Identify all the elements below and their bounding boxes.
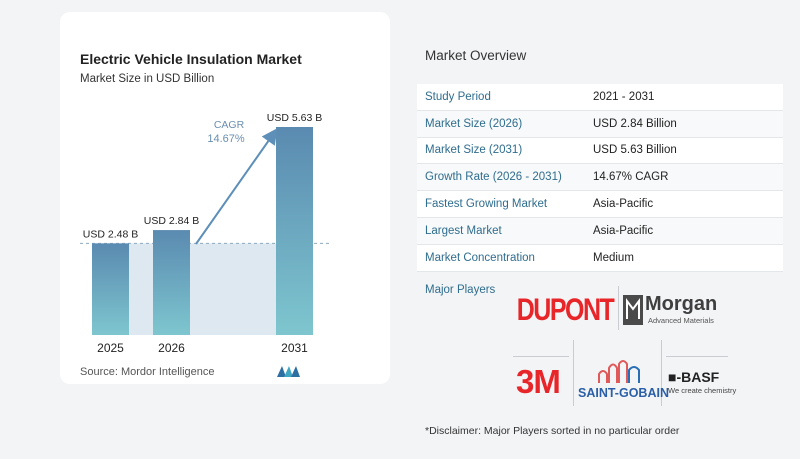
overview-row-label: Market Size (2026) — [425, 117, 523, 130]
data-label: USD 5.63 B — [267, 112, 322, 124]
overview-row-value: 2021 - 2031 — [593, 90, 655, 103]
overview-row: Market Size (2031) USD 5.63 Billion — [417, 137, 783, 165]
overview-row-value: Asia-Pacific — [593, 224, 654, 237]
bar-2025 — [92, 243, 129, 335]
cagr-arrow — [195, 128, 278, 245]
data-label: USD 2.48 B — [83, 228, 138, 240]
chart-title: Electric Vehicle Insulation Market — [80, 51, 302, 67]
mordor-logo-icon — [277, 366, 300, 377]
logo-divider — [573, 340, 574, 406]
overview-row-label: Market Size (2031) — [425, 144, 523, 157]
basf-logo-text: ■-BASF — [668, 369, 720, 385]
overview-row: Growth Rate (2026 - 2031) 14.67% CAGR — [417, 164, 783, 192]
x-tick-label: 2026 — [158, 341, 185, 355]
saint-gobain-arcs-icon — [598, 360, 640, 383]
overview-row: Market Concentration Medium — [417, 244, 783, 272]
logo-divider — [666, 356, 728, 357]
overview-row-label: Market Concentration — [425, 251, 535, 264]
morgan-logo-subtext: Advanced Materials — [648, 316, 714, 325]
overview-row: Study Period 2021 - 2031 — [417, 84, 783, 111]
dupont-logo-text: DUPONT — [516, 291, 615, 327]
overview-row-label: Largest Market — [425, 224, 502, 237]
overview-row: Market Size (2026) USD 2.84 Billion — [417, 110, 783, 138]
x-tick-label: 2031 — [281, 341, 308, 355]
basf-logo-subtext: We create chemistry — [668, 386, 737, 395]
major-players-label: Major Players — [425, 284, 496, 296]
bar-2026 — [153, 230, 190, 335]
disclaimer: *Disclaimer: Major Players sorted in no … — [425, 425, 680, 437]
morgan-mark-icon — [623, 295, 643, 325]
data-label: USD 2.84 B — [144, 215, 199, 227]
logo-divider — [618, 286, 619, 330]
bar-2031 — [276, 127, 313, 335]
x-tick-label: 2025 — [97, 341, 124, 355]
overview-row-value: USD 2.84 Billion — [593, 117, 677, 130]
overview-row: Fastest Growing Market Asia-Pacific — [417, 191, 783, 218]
overview-table: Study Period 2021 - 2031 Market Size (2026… — [417, 84, 783, 272]
overview-row-label: Study Period — [425, 90, 491, 103]
dupont-logo: DUPONT — [513, 292, 617, 328]
saint-gobain-logo-text: SAINT-GOBAIN — [578, 386, 669, 400]
overview-row-value: USD 5.63 Billion — [593, 144, 677, 157]
overview-title: Market Overview — [425, 48, 527, 63]
cagr-value: 14.67% — [207, 133, 245, 145]
overview-row: Largest Market Asia-Pacific — [417, 217, 783, 245]
overview-row-value: 14.67% CAGR — [593, 171, 669, 184]
logo-divider — [661, 340, 662, 406]
overview-row-value: Asia-Pacific — [593, 198, 654, 211]
overview-row-label: Fastest Growing Market — [425, 198, 548, 211]
source-note: Source: Mordor Intelligence — [80, 366, 215, 378]
chart-subtitle: Market Size in USD Billion — [80, 73, 215, 85]
logo-divider — [513, 356, 569, 357]
3m-logo: 3M — [516, 363, 561, 400]
overview-row-label: Growth Rate (2026 - 2031) — [425, 171, 562, 184]
morgan-logo-text: Morgan — [645, 293, 718, 315]
cagr-label: CAGR — [214, 119, 245, 131]
bar-chart: USD 2.48 B 2025 USD 2.84 B 2026 USD 5.63 B 20… — [80, 112, 330, 355]
overview-row-value: Medium — [593, 251, 634, 264]
